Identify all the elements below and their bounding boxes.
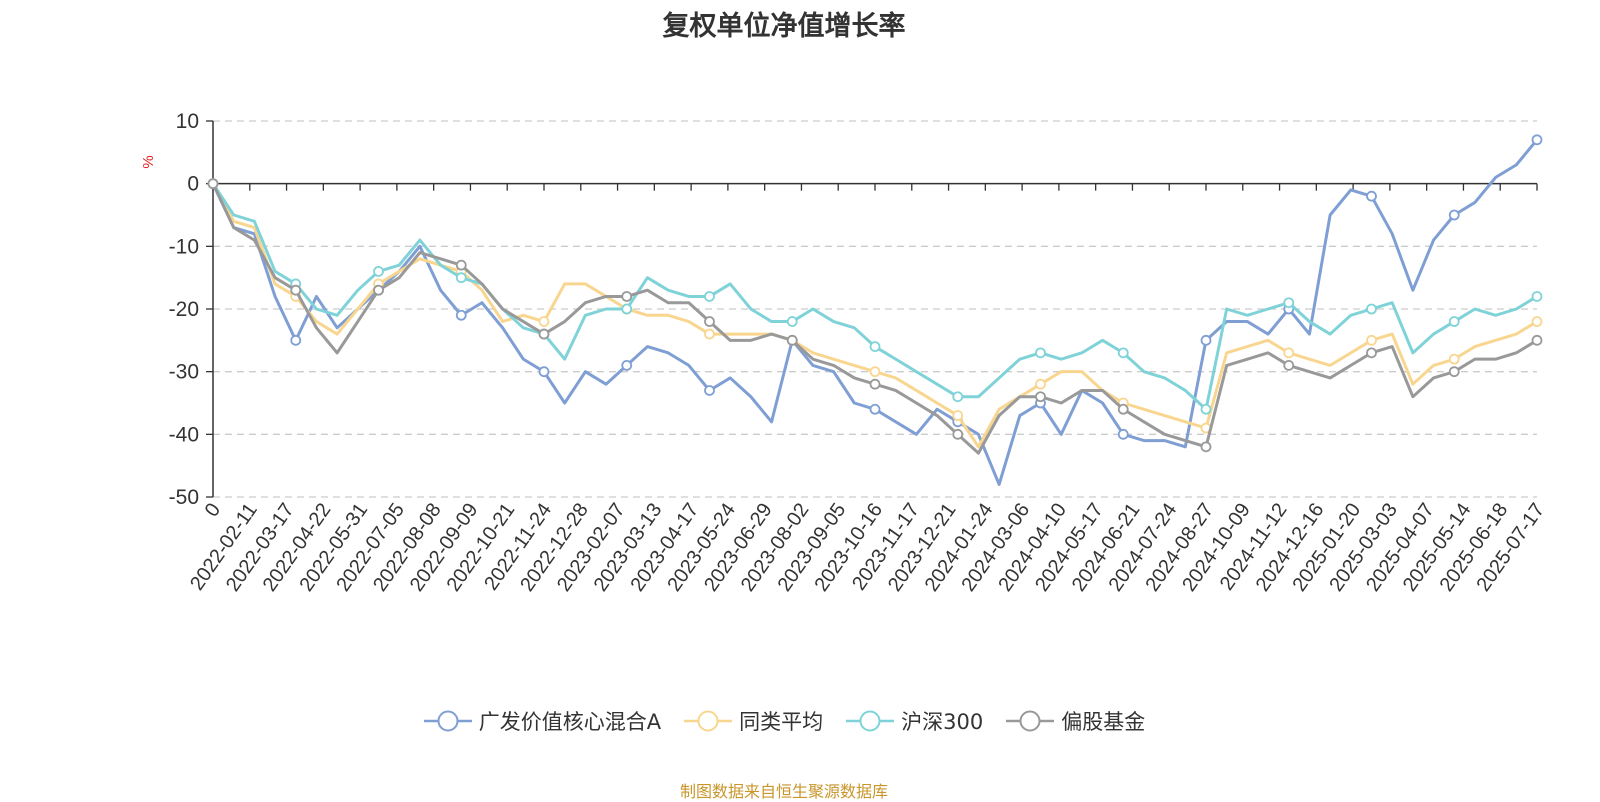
legend-marker-icon: [846, 710, 895, 732]
line-chart: 100-10-20-30-40-5002022-02-112022-03-172…: [140, 110, 1549, 596]
data-point[interactable]: [1117, 403, 1129, 415]
data-point[interactable]: [1283, 297, 1295, 309]
data-point[interactable]: [1283, 347, 1295, 359]
legend-item-1[interactable]: 广发价值核心混合A: [423, 706, 661, 736]
data-point[interactable]: [1366, 190, 1377, 202]
data-point[interactable]: [704, 328, 715, 340]
data-point[interactable]: [373, 284, 384, 296]
chart-title: 复权单位净值增长率: [662, 11, 906, 42]
data-point[interactable]: [1448, 316, 1460, 327]
source-note: 制图数据来自恒生聚源数据库: [679, 782, 888, 801]
data-point[interactable]: [1200, 403, 1212, 415]
legend-marker-icon: [423, 710, 472, 732]
data-point[interactable]: [538, 316, 550, 327]
data-point[interactable]: [869, 366, 881, 378]
y-tick-label: -40: [169, 423, 199, 446]
data-point[interactable]: [455, 259, 467, 271]
data-point[interactable]: [1366, 347, 1377, 359]
data-point[interactable]: [1366, 334, 1377, 346]
data-point[interactable]: [1117, 347, 1129, 359]
data-point[interactable]: [869, 378, 881, 390]
data-point[interactable]: [373, 265, 384, 277]
data-point[interactable]: [1531, 334, 1543, 346]
data-point[interactable]: [538, 366, 550, 378]
data-point[interactable]: [704, 316, 715, 327]
series-3: [207, 178, 1543, 415]
legend-marker-icon: [1006, 710, 1055, 732]
data-point[interactable]: [1200, 441, 1212, 453]
data-point[interactable]: [786, 334, 798, 346]
data-point[interactable]: [290, 284, 302, 296]
data-point[interactable]: [621, 303, 633, 315]
legend-item-2[interactable]: 同类平均: [683, 706, 823, 736]
data-point[interactable]: [455, 272, 467, 284]
legend-label: 沪深300: [901, 710, 984, 734]
data-point[interactable]: [704, 385, 715, 396]
data-point[interactable]: [1531, 316, 1543, 327]
y-tick-label: -10: [169, 235, 199, 258]
data-point[interactable]: [455, 309, 467, 321]
data-point[interactable]: [952, 391, 964, 403]
y-axis-label: %: [140, 155, 157, 168]
data-point[interactable]: [1531, 134, 1543, 146]
data-point[interactable]: [1531, 291, 1543, 302]
data-point[interactable]: [1283, 359, 1295, 371]
grid-lines: [213, 120, 1537, 498]
series-lines: [207, 134, 1543, 486]
data-point[interactable]: [952, 428, 964, 440]
data-point[interactable]: [1366, 303, 1377, 315]
data-point[interactable]: [1117, 428, 1129, 440]
data-point[interactable]: [538, 328, 550, 340]
data-point[interactable]: [952, 410, 964, 421]
legend-marker-icon: [684, 710, 733, 732]
series-line[interactable]: [211, 138, 1539, 486]
x-tick-label: 0: [201, 499, 225, 521]
legend-label: 偏股基金: [1061, 710, 1146, 734]
y-tick-label: -50: [169, 486, 199, 509]
chart-legend: 广发价值核心混合A 同类平均 沪深300 偏股基金: [0, 706, 1568, 736]
y-tick-label: -20: [169, 298, 199, 321]
data-point[interactable]: [1448, 353, 1460, 365]
data-point[interactable]: [207, 178, 219, 190]
data-point[interactable]: [621, 291, 633, 302]
data-point[interactable]: [290, 334, 302, 346]
data-point[interactable]: [704, 291, 715, 302]
data-point[interactable]: [1035, 347, 1046, 359]
legend-item-3[interactable]: 沪深300: [845, 706, 983, 736]
data-point[interactable]: [786, 316, 798, 327]
data-point[interactable]: [1448, 209, 1460, 221]
data-point[interactable]: [1035, 378, 1046, 390]
series-4: [207, 178, 1543, 455]
legend-item-4[interactable]: 偏股基金: [1005, 706, 1145, 736]
y-tick-label: -30: [169, 361, 199, 384]
data-point[interactable]: [869, 341, 881, 353]
data-point[interactable]: [1035, 391, 1046, 403]
data-point[interactable]: [869, 403, 881, 415]
axes: 100-10-20-30-40-5002022-02-112022-03-172…: [169, 110, 1549, 596]
data-point[interactable]: [1200, 334, 1212, 346]
legend-label: 广发价值核心混合A: [478, 710, 662, 734]
data-point[interactable]: [1448, 366, 1460, 378]
y-tick-label: 10: [176, 110, 199, 133]
y-tick-label: 0: [187, 173, 199, 196]
data-point[interactable]: [621, 359, 633, 371]
legend-label: 同类平均: [739, 710, 824, 734]
